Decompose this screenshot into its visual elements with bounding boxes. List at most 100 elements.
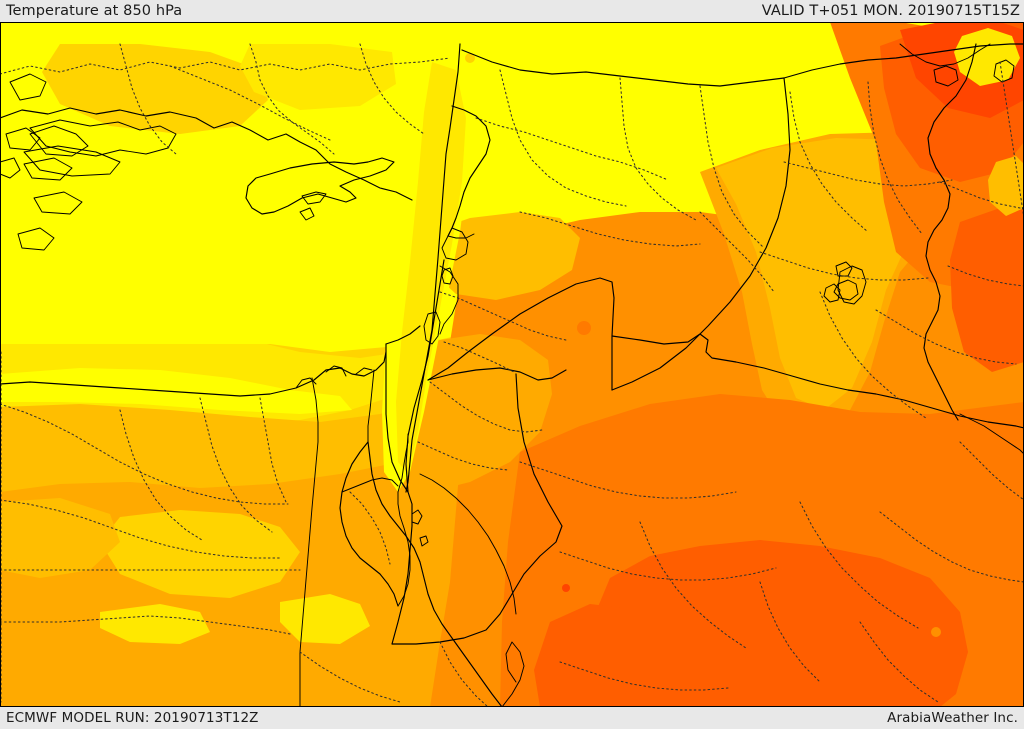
heat-pocket-anatolia-2 bbox=[240, 44, 396, 110]
admin-saudi-regions-9 bbox=[759, 581, 821, 683]
admin-egypt-governorates-4 bbox=[119, 409, 203, 541]
admin-sinai bbox=[349, 491, 391, 565]
provider-label: ArabiaWeather Inc. bbox=[887, 709, 1018, 726]
admin-turkey-provinces bbox=[0, 57, 451, 75]
coastline-cyprus-cape bbox=[299, 191, 327, 221]
admin-syria-governorates-3 bbox=[475, 117, 669, 181]
admin-iran-provinces-3 bbox=[947, 265, 1024, 287]
coastline-dead-sea bbox=[423, 311, 441, 345]
coastline-sinai-south bbox=[397, 491, 411, 607]
coastline-sinai-west bbox=[339, 441, 399, 607]
admin-iraq-governorates-7 bbox=[699, 211, 775, 293]
coastline-lake-van bbox=[933, 65, 959, 87]
page-title: Temperature at 850 hPa bbox=[6, 2, 183, 19]
border-jordan-north bbox=[427, 367, 567, 381]
admin-saudi-regions-6 bbox=[559, 661, 729, 691]
heat-pocket-sw-1 bbox=[100, 604, 210, 644]
heat-field-med bbox=[0, 148, 400, 344]
map-panel[interactable] bbox=[0, 22, 1024, 707]
heat-incursion-syria bbox=[430, 212, 580, 300]
admin-syria-governorates-2 bbox=[619, 77, 697, 221]
border-jordan-saudi bbox=[391, 373, 563, 645]
coastline-egypt-north bbox=[0, 351, 387, 397]
border-iraq-iran bbox=[923, 43, 977, 421]
admin-syria-governorates bbox=[499, 69, 627, 207]
admin-saudi-regions-7 bbox=[859, 621, 939, 703]
admin-iraq-governorates-5 bbox=[819, 291, 927, 419]
coastline-saudi-west bbox=[419, 473, 517, 615]
border-turkey-syria bbox=[461, 43, 1024, 87]
admin-turkey-provinces-2 bbox=[119, 43, 177, 155]
heat-tongue-delta bbox=[0, 368, 352, 414]
admin-egypt-governorates-5 bbox=[199, 397, 273, 533]
coastline-cyprus bbox=[245, 157, 395, 215]
border-lebanon-syria bbox=[447, 105, 491, 237]
admin-turkey-provinces-4 bbox=[359, 43, 425, 135]
coastline-crete bbox=[23, 145, 121, 177]
admin-egypt-governorates-8 bbox=[299, 651, 401, 703]
admin-saudi-regions bbox=[519, 461, 737, 499]
admin-turkey-provinces-5 bbox=[169, 65, 331, 141]
admin-iraq-governorates-4 bbox=[759, 251, 929, 281]
admin-iraq-governorates-3 bbox=[783, 161, 953, 187]
admin-saudi-regions-4 bbox=[799, 501, 919, 629]
heat-speck-4 bbox=[465, 53, 475, 63]
admin-saudi-regions-5 bbox=[879, 511, 1024, 583]
coastline-aqaba bbox=[397, 433, 409, 493]
coastline-gulf-suez bbox=[367, 441, 503, 707]
coastline-aegean-islands bbox=[5, 73, 89, 251]
admin-turkey-provinces-3 bbox=[249, 43, 335, 155]
admin-egypt-governorates bbox=[0, 403, 289, 505]
valid-time-label: VALID T+051 MON. 20190715T15Z bbox=[761, 2, 1020, 19]
admin-iraq-governorates-2 bbox=[867, 81, 923, 235]
border-turkey-iran bbox=[899, 43, 991, 67]
coastline-sinai-north bbox=[341, 477, 399, 493]
coastline-galilee bbox=[441, 267, 454, 285]
temperature-heatmap[interactable] bbox=[0, 22, 1024, 707]
coastline-lake-urmia bbox=[993, 59, 1015, 83]
footer-bar: ECMWF MODEL RUN: 20190713T12Z ArabiaWeat… bbox=[0, 707, 1024, 729]
border-egypt-israel-gaza bbox=[385, 325, 421, 345]
border-egypt-israel bbox=[385, 343, 409, 493]
lake-habbaniyah bbox=[833, 279, 859, 301]
border-syria-iraq bbox=[611, 77, 791, 391]
heat-pocket-sw-3 bbox=[0, 498, 120, 578]
river-nile bbox=[299, 377, 319, 707]
heat-pocket-highland-ne bbox=[954, 28, 1020, 86]
admin-iraq-governorates-6 bbox=[875, 309, 1017, 365]
heat-blob-arabia-west bbox=[534, 604, 640, 707]
admin-iran-provinces-2 bbox=[939, 181, 1021, 209]
lake-razazah bbox=[823, 283, 841, 303]
admin-jordan-governorates-3 bbox=[429, 381, 543, 433]
coastline-rhodes bbox=[0, 157, 21, 179]
admin-iran-provinces-4 bbox=[959, 441, 1024, 501]
heat-speck-1 bbox=[577, 321, 591, 335]
admin-jordan-governorates-4 bbox=[417, 441, 509, 471]
coastline-persian-gulf bbox=[959, 413, 1024, 455]
coastline-levant bbox=[405, 43, 461, 493]
coastline-tiran bbox=[411, 509, 429, 547]
heat-speck-2 bbox=[562, 584, 570, 592]
admin-syria-governorates-5 bbox=[699, 85, 765, 249]
heat-pocket-highland-ne-2 bbox=[988, 156, 1024, 216]
heat-pocket-anatolia bbox=[42, 44, 268, 134]
model-run-label: ECMWF MODEL RUN: 20190713T12Z bbox=[6, 709, 259, 726]
admin-iran-provinces bbox=[999, 61, 1024, 219]
header-bar: Temperature at 850 hPa VALID T+051 MON. … bbox=[0, 0, 1024, 22]
border-israel-west-bank bbox=[439, 265, 459, 335]
admin-egypt-governorates-2 bbox=[0, 499, 281, 559]
heat-speck-3 bbox=[931, 627, 941, 637]
border-lebanon-israel bbox=[447, 233, 475, 239]
border-jordan-aqaba bbox=[391, 491, 413, 645]
lake-small-north bbox=[835, 261, 853, 277]
coastline-greek-peninsula bbox=[29, 119, 177, 157]
border-syria-jordan bbox=[427, 277, 615, 391]
river-nile-branch bbox=[367, 369, 375, 443]
lake-tharthar bbox=[837, 265, 867, 305]
heat-pocket-sw-2 bbox=[280, 594, 370, 644]
heat-blob-east-edge bbox=[950, 208, 1024, 372]
admin-egypt-governorates-6 bbox=[259, 397, 287, 503]
admin-saudi-regions-8 bbox=[439, 641, 489, 707]
coastline-red-sea-east bbox=[501, 641, 525, 707]
